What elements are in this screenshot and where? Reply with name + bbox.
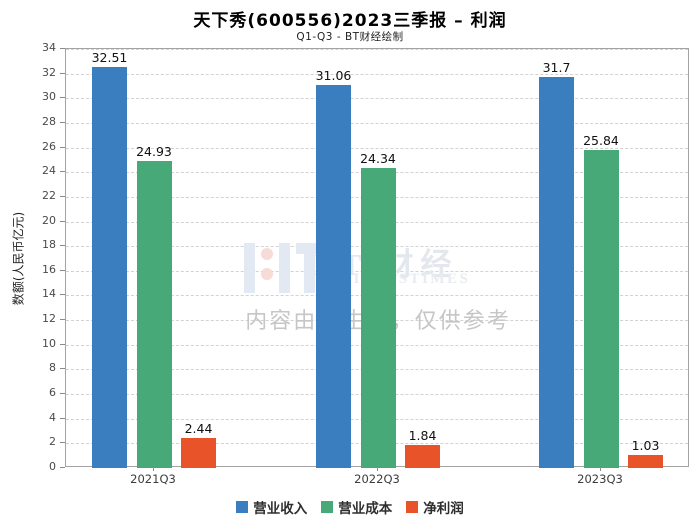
bar-value-label: 24.93 — [136, 143, 172, 159]
bar-营业成本-2021Q3 — [136, 160, 172, 468]
y-tick-mark — [60, 343, 65, 345]
y-tick-mark — [60, 368, 65, 370]
y-tick-mark — [60, 195, 65, 197]
bar-净利润-2021Q3 — [181, 437, 216, 468]
y-tick-mark — [60, 146, 65, 148]
bar-value-label: 31.06 — [315, 68, 352, 84]
legend-item-净利润: 净利润 — [406, 497, 464, 517]
y-tick-label: 2 — [49, 435, 56, 449]
legend-swatch — [236, 501, 249, 513]
y-tick-mark — [60, 171, 65, 173]
chart-title: 天下秀(600556)2023三季报 – 利润 — [193, 11, 507, 31]
y-tick-mark — [60, 417, 65, 419]
y-tick-label: 8 — [49, 361, 56, 375]
bar-营业成本-2023Q3 — [583, 149, 619, 468]
bar-value-label: 32.51 — [91, 50, 128, 66]
y-tick-mark — [60, 48, 65, 49]
y-tick-label: 10 — [42, 336, 56, 350]
bt-logo-icon — [244, 243, 324, 293]
y-tick-label: 18 — [42, 238, 56, 252]
y-tick-mark — [60, 220, 65, 222]
legend-swatch — [321, 501, 334, 513]
y-tick-mark — [60, 245, 65, 247]
y-tick-label: 6 — [49, 386, 56, 400]
logo-bar-mid — [279, 243, 290, 293]
y-tick-label: 4 — [49, 410, 56, 424]
logo-bar-left — [244, 243, 255, 293]
y-tick-label: 26 — [42, 139, 56, 153]
bar-value-label: 31.7 — [542, 60, 571, 76]
y-tick-label: 28 — [42, 114, 56, 128]
y-tick-label: 20 — [42, 213, 56, 227]
bar-净利润-2022Q3 — [405, 445, 440, 468]
x-tick-mark — [377, 467, 378, 471]
bar-value-label: 1.03 — [631, 438, 660, 454]
plot-area: BT 财经 BUSINESSTIMES 内容由AI生成，仅供参考 32.5131… — [65, 48, 689, 468]
grid-line — [66, 147, 688, 149]
y-tick-mark — [60, 467, 65, 468]
x-tick-label: 2021Q3 — [130, 472, 176, 486]
y-tick-label: 0 — [49, 460, 56, 473]
y-tick-mark — [60, 442, 65, 444]
bar-营业收入-2022Q3 — [316, 85, 351, 468]
bar-净利润-2023Q3 — [628, 455, 663, 468]
bar-营业收入-2021Q3 — [92, 67, 127, 468]
legend-item-营业成本: 营业成本 — [321, 497, 392, 517]
y-tick-mark — [60, 121, 65, 123]
grid-line — [66, 122, 688, 124]
y-tick-label: 16 — [42, 262, 56, 276]
x-tick-mark — [153, 467, 154, 471]
bar-value-label: 1.84 — [408, 428, 437, 444]
legend: 营业收入 营业成本 净利润 — [0, 497, 700, 517]
y-tick-mark — [60, 319, 65, 321]
y-axis-label: 数额(人民币亿元) — [11, 211, 26, 306]
legend-item-营业收入: 营业收入 — [236, 497, 307, 517]
bar-value-label: 25.84 — [583, 132, 619, 148]
y-tick-mark — [60, 97, 65, 99]
y-tick-label: 22 — [42, 188, 56, 202]
x-tick-label: 2023Q3 — [577, 472, 623, 486]
bar-营业收入-2023Q3 — [539, 77, 574, 468]
legend-label: 净利润 — [423, 501, 464, 517]
x-tick-label: 2022Q3 — [354, 472, 400, 486]
logo-dot-top — [261, 248, 273, 260]
y-tick-label: 30 — [42, 90, 56, 104]
logo-dot-bottom — [261, 268, 273, 280]
bar-value-label: 2.44 — [184, 420, 213, 436]
y-tick-label: 12 — [42, 312, 56, 326]
y-tick-label: 24 — [42, 164, 56, 178]
legend-label: 营业成本 — [338, 501, 393, 517]
grid-line — [66, 73, 688, 75]
legend-label: 营业收入 — [253, 501, 308, 517]
chart-subtitle: Q1-Q3 - BT财经绘制 — [296, 31, 404, 43]
bar-value-label: 24.34 — [360, 151, 396, 167]
logo-t-stem — [304, 254, 315, 293]
y-tick-label: 32 — [42, 65, 56, 79]
y-tick-label: 14 — [42, 287, 56, 301]
y-tick-mark — [60, 269, 65, 271]
grid-line — [66, 49, 688, 50]
x-tick-mark — [600, 467, 601, 471]
y-tick-mark — [60, 72, 65, 74]
legend-swatch — [406, 501, 419, 513]
y-tick-mark — [60, 294, 65, 296]
bar-营业成本-2022Q3 — [360, 168, 396, 468]
logo-t-bar — [296, 243, 323, 254]
y-tick-label: 34 — [42, 41, 56, 54]
grid-line — [66, 98, 688, 100]
y-tick-mark — [60, 393, 65, 395]
